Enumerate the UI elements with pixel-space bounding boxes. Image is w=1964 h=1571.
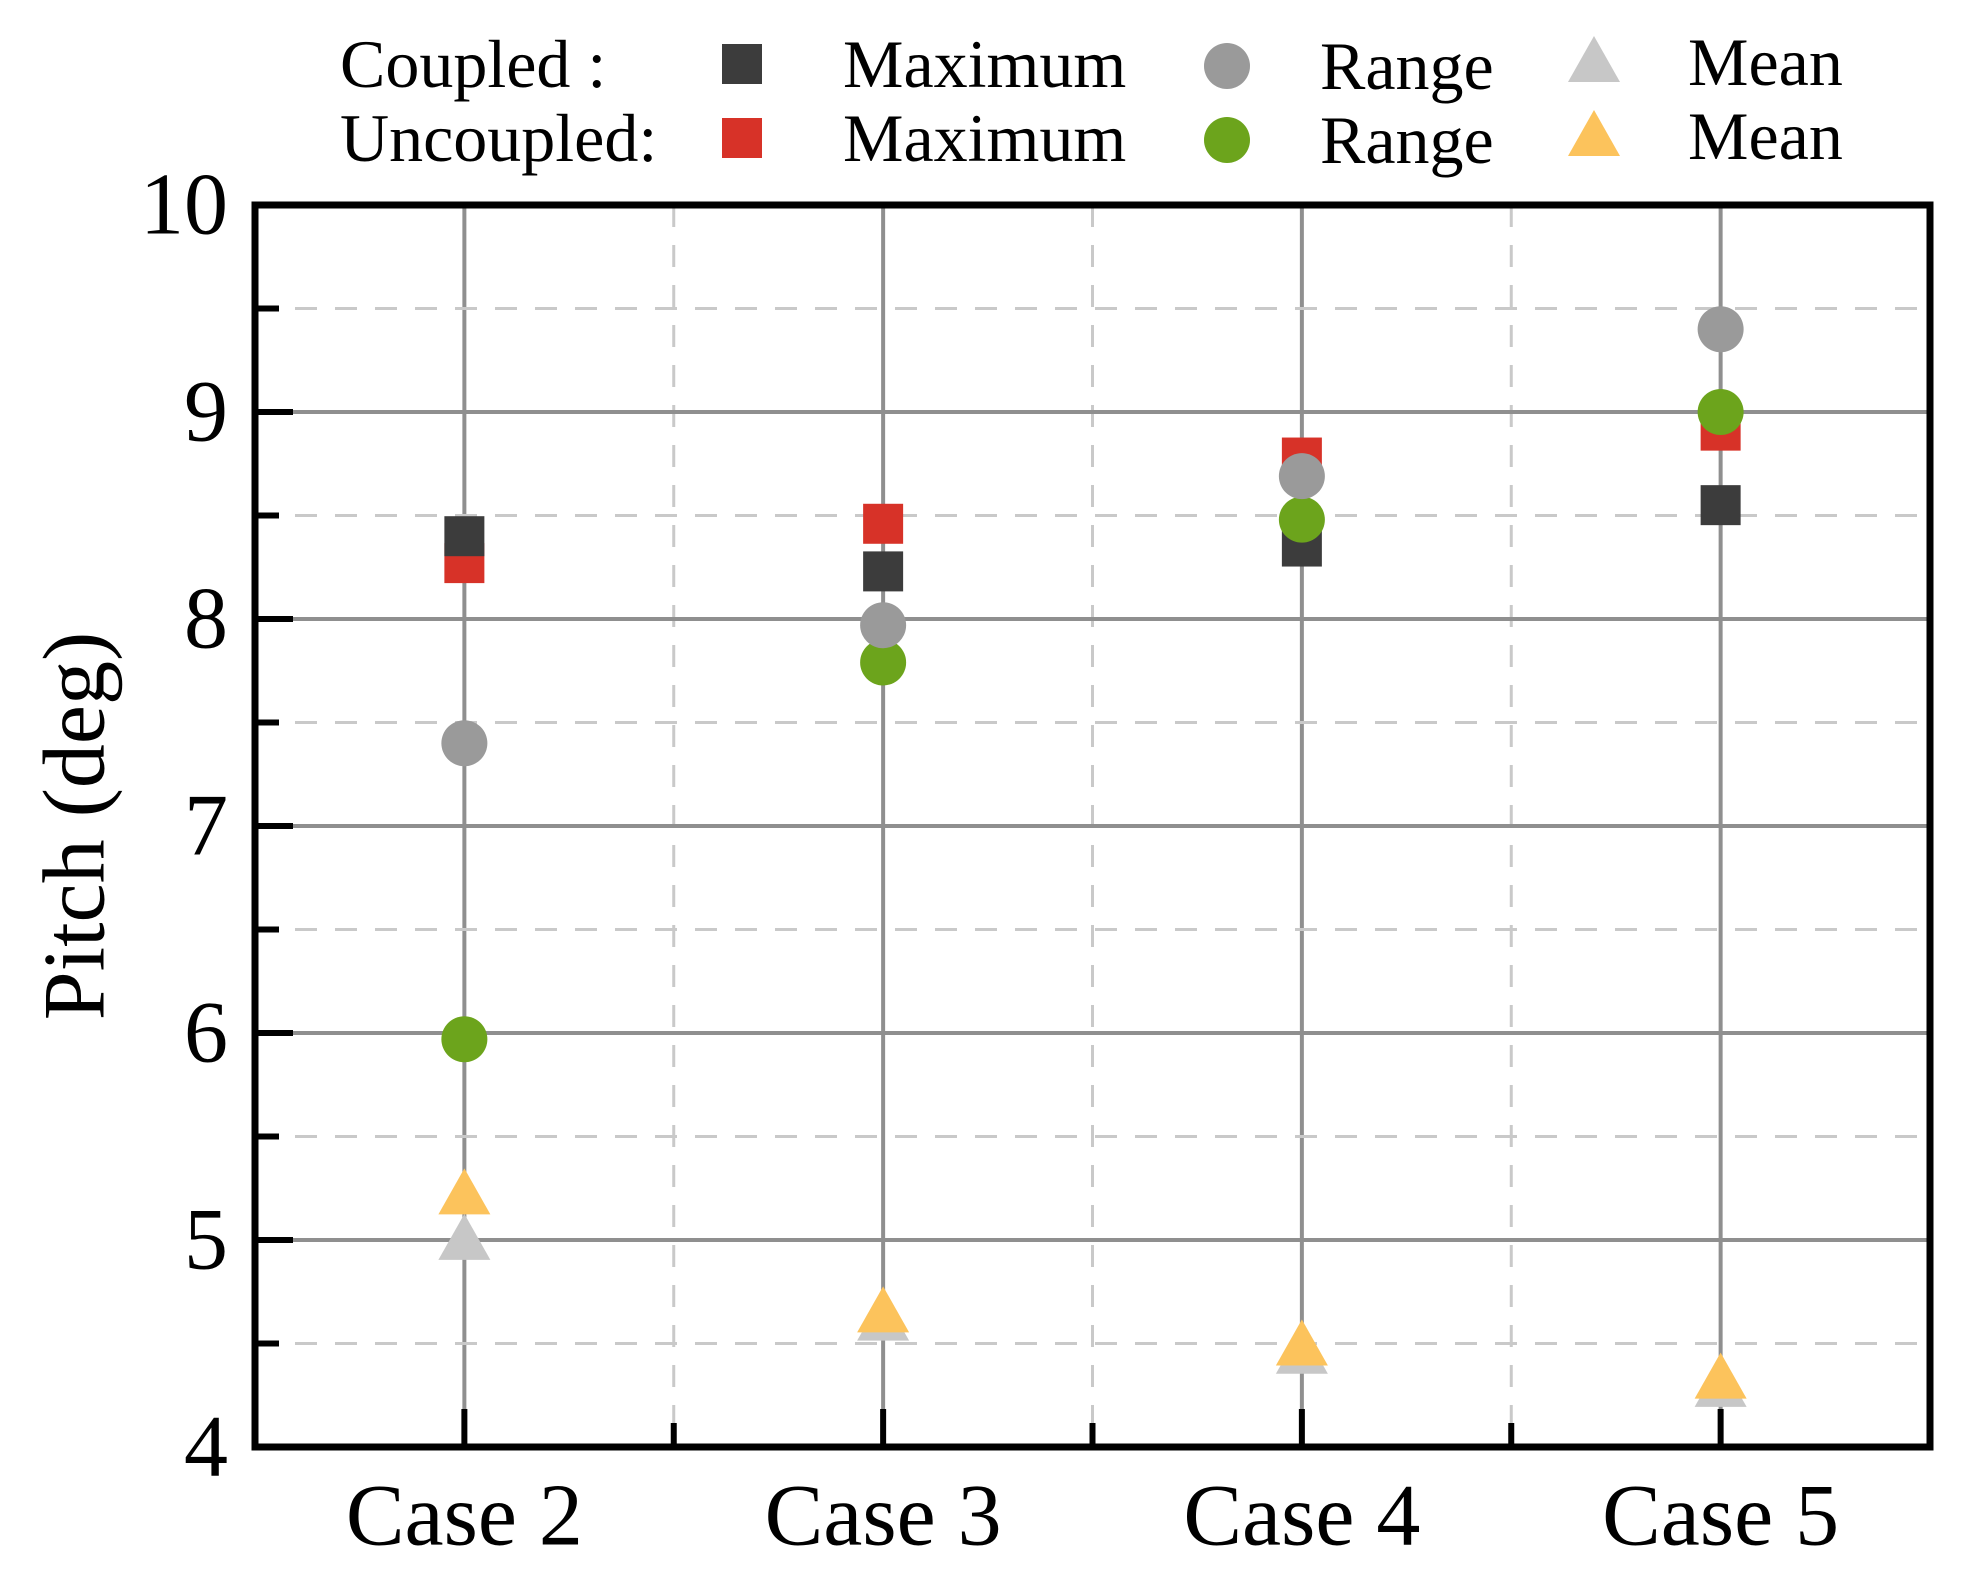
legend-marker-uncoupled-mean-icon <box>1568 110 1620 156</box>
legend-label-uncoupled-maximum: Maximum <box>843 100 1126 176</box>
y-tick-label-5: 5 <box>184 1192 228 1289</box>
legend: Coupled : Maximum Range Mean Uncoupled: … <box>340 24 1843 178</box>
legend-marker-coupled-range-icon <box>1204 43 1250 89</box>
legend-label-coupled-range: Range <box>1320 28 1494 104</box>
marker-coupled-range-1 <box>860 602 907 649</box>
marker-coupled-range-2 <box>1278 453 1325 500</box>
marker-uncoupled-mean-2 <box>1275 1319 1328 1366</box>
y-tick-label-10: 10 <box>140 157 228 254</box>
legend-row-coupled: Coupled : Maximum Range Mean <box>340 24 1843 104</box>
data-markers <box>438 306 1747 1407</box>
marker-coupled-maximum-1 <box>863 551 904 592</box>
legend-label-coupled-maximum: Maximum <box>843 26 1126 102</box>
y-tick-label-4: 4 <box>184 1399 228 1496</box>
gridlines <box>255 205 1930 1447</box>
y-tick-label-9: 9 <box>184 364 228 461</box>
legend-marker-uncoupled-maximum-icon <box>722 118 762 158</box>
legend-label-uncoupled-mean: Mean <box>1688 98 1843 174</box>
y-tick-label-7: 7 <box>184 778 228 875</box>
marker-coupled-mean-0 <box>438 1213 491 1260</box>
marker-uncoupled-maximum-1 <box>863 503 904 544</box>
plot-frame <box>251 201 1934 1451</box>
marker-uncoupled-mean-0 <box>438 1168 491 1215</box>
marker-uncoupled-range-3 <box>1697 389 1744 435</box>
y-tick-label-8: 8 <box>184 571 228 668</box>
legend-label-coupled-mean: Mean <box>1688 24 1843 100</box>
legend-marker-coupled-maximum-icon <box>722 44 762 84</box>
axis-tick-labels: 4 5 6 7 8 9 10 Case 2 Case 3 Case 4 Case 5 <box>140 157 1839 1565</box>
x-tick-label-1: Case 3 <box>765 1468 1002 1565</box>
axis-ticks <box>258 305 1724 1444</box>
legend-uncoupled-prefix: Uncoupled: <box>340 100 657 176</box>
legend-row-uncoupled: Uncoupled: Maximum Range Mean <box>340 98 1843 178</box>
marker-uncoupled-range-1 <box>860 639 907 686</box>
x-tick-label-2: Case 4 <box>1183 1468 1420 1565</box>
y-axis-title: Pitch (deg) <box>27 632 124 1021</box>
marker-coupled-range-0 <box>441 720 488 767</box>
legend-marker-uncoupled-range-icon <box>1204 117 1250 163</box>
marker-coupled-maximum-0 <box>444 516 485 557</box>
marker-uncoupled-range-0 <box>441 1016 488 1063</box>
x-tick-label-0: Case 2 <box>346 1468 583 1565</box>
marker-uncoupled-mean-3 <box>1694 1352 1747 1399</box>
marker-coupled-range-3 <box>1697 306 1744 353</box>
marker-uncoupled-range-2 <box>1278 496 1325 543</box>
x-tick-label-3: Case 5 <box>1602 1468 1839 1565</box>
marker-coupled-maximum-3 <box>1700 485 1741 526</box>
legend-marker-coupled-mean-icon <box>1568 36 1620 82</box>
marker-uncoupled-mean-1 <box>857 1286 910 1333</box>
legend-label-uncoupled-range: Range <box>1320 102 1494 178</box>
legend-coupled-prefix: Coupled : <box>340 26 606 102</box>
y-tick-label-6: 6 <box>184 985 228 1082</box>
